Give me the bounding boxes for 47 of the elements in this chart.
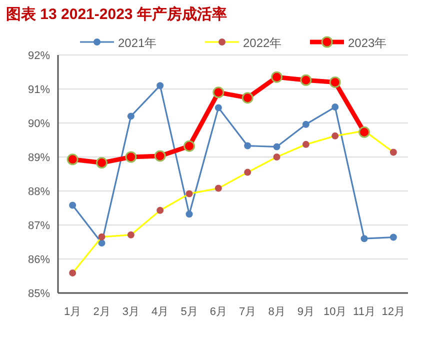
y-tick-label: 85% — [28, 288, 50, 300]
point — [96, 157, 108, 169]
point — [329, 76, 341, 88]
x-tick-label: 3月 — [122, 306, 140, 318]
point — [244, 142, 252, 150]
y-tick-label: 87% — [28, 220, 50, 232]
point — [271, 71, 282, 83]
point — [184, 140, 195, 152]
point — [66, 154, 78, 166]
y-tick-label: 90% — [28, 118, 50, 130]
point — [360, 235, 368, 242]
x-tick-label: 1月 — [64, 306, 82, 318]
x-tick-label: 11月 — [353, 306, 376, 318]
x-tick-label: 7月 — [239, 306, 256, 318]
point — [332, 104, 339, 111]
point — [127, 112, 134, 120]
legend-label: 2023年 — [348, 36, 387, 50]
point — [273, 143, 280, 150]
x-tick-label: 2月 — [93, 306, 110, 318]
point — [390, 234, 397, 241]
x-tick-label: 10月 — [323, 306, 347, 318]
point — [125, 151, 137, 163]
x-tick-label: 9月 — [297, 306, 314, 318]
y-tick-label: 92% — [28, 50, 50, 62]
x-tick-label: 8月 — [268, 306, 286, 318]
legend-label: 2022年 — [243, 36, 282, 50]
legend-label: 2021年 — [118, 36, 157, 50]
point — [242, 92, 254, 104]
point — [358, 126, 370, 138]
point — [98, 240, 106, 247]
point — [186, 210, 193, 218]
chart-title: 图表 13 2021-2023 年产房成活率 — [6, 5, 227, 23]
point — [156, 82, 164, 90]
x-tick-label: 4月 — [152, 306, 169, 318]
point — [300, 74, 312, 86]
y-tick-label: 86% — [28, 254, 50, 266]
point — [214, 104, 222, 112]
y-tick-label: 91% — [28, 84, 50, 96]
point — [154, 150, 166, 162]
y-tick-label: 88% — [28, 186, 50, 198]
x-tick-label: 12月 — [382, 306, 406, 318]
point — [302, 120, 310, 128]
x-tick-label: 6月 — [210, 306, 227, 318]
x-tick-label: 5月 — [180, 306, 198, 318]
y-tick-label: 89% — [28, 152, 50, 164]
point — [69, 202, 76, 209]
point — [212, 86, 224, 98]
